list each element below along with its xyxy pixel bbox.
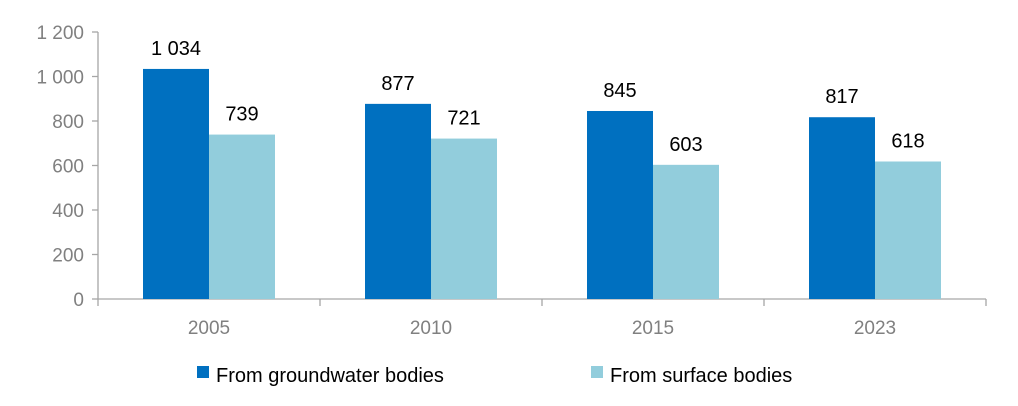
legend-label-groundwater: From groundwater bodies: [216, 365, 444, 387]
data-labels: 1 034 877 845 817 739 721 603 618: [151, 38, 925, 156]
y-tick-label: 0: [73, 290, 84, 311]
x-tick-label: 2005: [188, 318, 230, 339]
x-tick-label: 2023: [854, 318, 896, 339]
x-tick-label: 2010: [410, 318, 452, 339]
bars: [143, 68, 941, 300]
y-tick-label: 200: [52, 246, 84, 267]
bar-groundwater-2015: [587, 110, 653, 299]
bar-surface-2010: [431, 138, 497, 299]
y-tick-label: 400: [52, 201, 84, 222]
data-label: 1 034: [151, 38, 201, 60]
bar-surface-2005: [209, 134, 275, 299]
bar-groundwater-2023: [809, 117, 875, 299]
bar-groundwater-2005: [143, 68, 209, 299]
data-label: 817: [825, 86, 858, 108]
data-label: 739: [225, 104, 258, 126]
y-tick-label: 1 200: [36, 23, 84, 44]
data-label: 603: [669, 134, 702, 156]
data-label: 877: [381, 73, 414, 95]
legend-label-surface: From surface bodies: [610, 365, 792, 387]
y-tick-label: 1 000: [36, 68, 84, 89]
bar-surface-2023: [875, 161, 941, 299]
legend: From groundwater bodies From surface bodi…: [197, 365, 792, 387]
y-tick-label: 600: [52, 157, 84, 178]
bar-groundwater-2010: [365, 103, 431, 300]
legend-swatch-groundwater: [197, 366, 209, 378]
legend-swatch-surface: [591, 366, 603, 378]
x-tick-label: 2015: [632, 318, 674, 339]
data-label: 618: [891, 130, 924, 152]
axes: 0 200 400 600 800 1 000 1 200 2005 2010 2015 2023: [36, 23, 987, 339]
bar-surface-2015: [653, 164, 719, 299]
y-tick-label: 800: [52, 112, 84, 133]
data-label: 845: [603, 80, 636, 102]
data-label: 721: [447, 108, 480, 130]
